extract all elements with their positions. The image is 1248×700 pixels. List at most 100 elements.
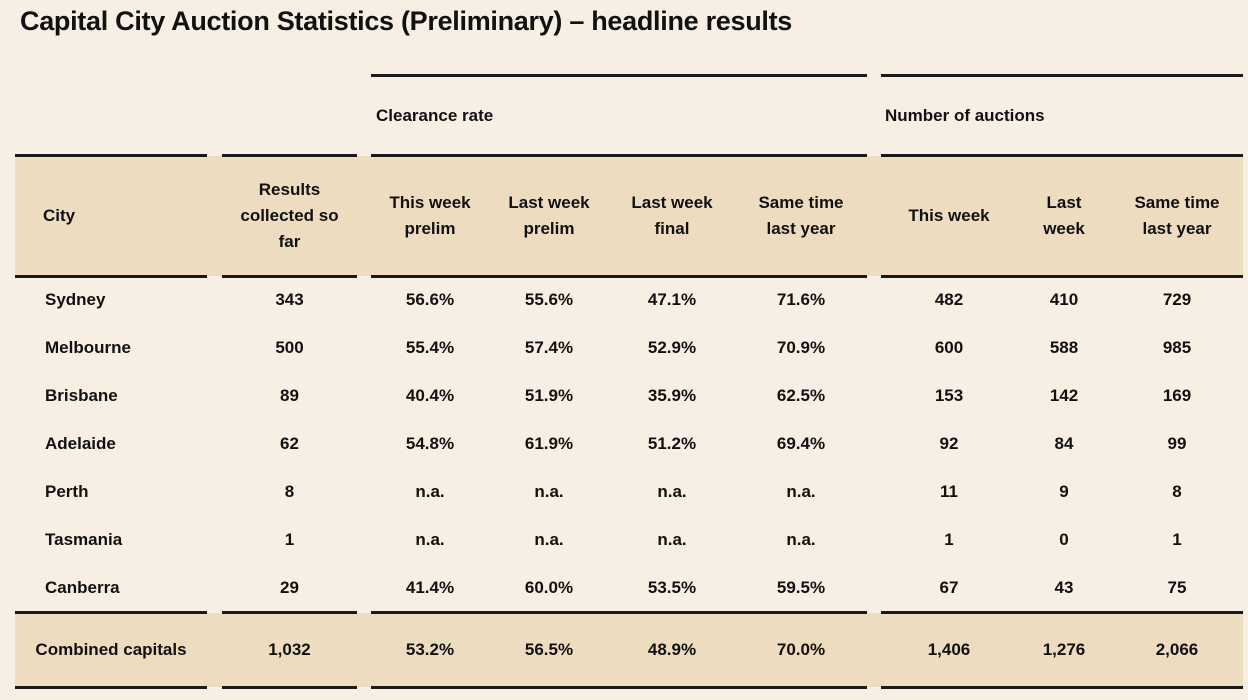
table-cell: 84: [1054, 434, 1074, 453]
table-rule: [15, 611, 207, 614]
column-header-line: prelim: [523, 219, 575, 238]
table-cell: 41.4%: [405, 578, 455, 597]
table-cell: n.a.: [534, 530, 564, 549]
table-cell: 43: [1054, 578, 1074, 597]
column-header: This week: [881, 156, 1017, 276]
table-cell: 9: [1059, 482, 1069, 501]
table-cell: 1: [1172, 530, 1182, 549]
column-header: City: [15, 156, 207, 276]
table-header-band: [15, 156, 1243, 276]
table-cell: 0: [1059, 530, 1069, 549]
clearance-rate-group-rule: [371, 74, 867, 77]
table-cell: 40.4%: [405, 386, 455, 405]
table-cell: 343: [275, 290, 304, 309]
table-cell: n.a.: [415, 530, 445, 549]
table-cell: 11: [940, 482, 958, 501]
table-cell: 1: [944, 530, 954, 549]
city-name: Tasmania: [45, 530, 123, 549]
table-cell: 54.8%: [405, 434, 455, 453]
table-rule: [15, 154, 207, 157]
table-rule: [371, 275, 867, 278]
table-cell: 142: [1049, 386, 1079, 405]
table-rule: [222, 686, 357, 689]
table-cell: 153: [934, 386, 964, 405]
table-cell: 8: [284, 482, 295, 501]
table-cell: 71.6%: [776, 290, 826, 309]
table-cell: 1: [284, 530, 295, 549]
table-cell: 70.9%: [776, 338, 826, 357]
table-cell: 55.4%: [405, 338, 455, 357]
column-header-line: last year: [766, 219, 836, 238]
table-cell: 51.9%: [524, 386, 574, 405]
table-row: Brisbane 89 40.4% 51.9% 35.9% 62.5% 153 142 169: [0, 372, 1248, 420]
city-name: Brisbane: [45, 386, 118, 405]
table-cell: 89: [280, 386, 299, 405]
table-cell: 52.9%: [647, 338, 697, 357]
table-rule: [881, 154, 1243, 157]
column-header-line: Same time: [1134, 193, 1220, 212]
column-header-line: This week: [389, 193, 471, 212]
table-cell: n.a.: [534, 482, 564, 501]
city-name: Adelaide: [45, 434, 116, 453]
table-cell: 410: [1049, 290, 1079, 309]
table-cell: n.a.: [786, 530, 816, 549]
table-cell: 51.2%: [647, 434, 697, 453]
table-cell: n.a.: [657, 482, 687, 501]
table-cell: 500: [275, 338, 304, 357]
table-cell: 60.0%: [524, 578, 574, 597]
table-rule: [15, 686, 207, 689]
table-cell: 47.1%: [647, 290, 697, 309]
column-header-line: far: [278, 232, 301, 251]
table-cell: 29: [280, 578, 299, 597]
column-header-line: last year: [1142, 219, 1212, 238]
table-rule: [222, 275, 357, 278]
table-rule: [881, 611, 1243, 614]
column-header-line: Last week: [631, 193, 713, 212]
city-name: Melbourne: [45, 338, 131, 357]
table-row: Tasmania 1 n.a. n.a. n.a. n.a. 1 0 1: [0, 516, 1248, 564]
number-of-auctions-group-rule: [881, 74, 1243, 77]
table-cell: 59.5%: [776, 578, 826, 597]
table-row: Canberra 29 41.4% 60.0% 53.5% 59.5% 67 43 75: [0, 564, 1248, 612]
table-rule: [371, 611, 867, 614]
column-header-line: final: [654, 219, 690, 238]
table-row: Perth 8 n.a. n.a. n.a. n.a. 11 9 8: [0, 468, 1248, 516]
table-cell: 56.6%: [405, 290, 455, 309]
column-header-line: Last week: [508, 193, 590, 212]
footer-cell: 1,276: [1042, 640, 1086, 659]
table-row: Melbourne 500 55.4% 57.4% 52.9% 70.9% 600 588 98…: [0, 324, 1248, 372]
column-header: Results collected so far: [222, 156, 357, 276]
table-cell: 53.5%: [647, 578, 697, 597]
table-cell: 55.6%: [524, 290, 574, 309]
column-header: Last week: [1017, 156, 1111, 276]
city-name: Canberra: [45, 578, 120, 597]
table-cell: 169: [1162, 386, 1192, 405]
column-header: Same time last year: [735, 156, 867, 276]
column-header-line: prelim: [404, 219, 456, 238]
footer-cell: 70.0%: [776, 640, 826, 659]
table-cell: 99: [1167, 434, 1187, 453]
column-header-line: City: [43, 206, 76, 225]
table-cell: 61.9%: [524, 434, 574, 453]
table-rule: [881, 275, 1243, 278]
footer-cell: 53.2%: [405, 640, 455, 659]
table-cell: 35.9%: [647, 386, 697, 405]
number-of-auctions-group-label: Number of auctions: [885, 106, 1045, 125]
city-name: Perth: [45, 482, 89, 501]
table-footer-band: [15, 613, 1243, 687]
table-cell: 588: [1049, 338, 1079, 357]
footer-cell: 56.5%: [524, 640, 574, 659]
column-header-line: collected so: [240, 206, 339, 225]
column-header-line: week: [1043, 219, 1085, 238]
table-cell: 62.5%: [776, 386, 826, 405]
column-header: This week prelim: [371, 156, 489, 276]
table-cell: 729: [1162, 290, 1192, 309]
table-cell: 985: [1162, 338, 1192, 357]
table-rule: [15, 275, 207, 278]
column-header-line: This week: [908, 206, 990, 225]
table-cell: 92: [939, 434, 959, 453]
clearance-rate-group-label: Clearance rate: [376, 106, 494, 125]
footer-cell: 48.9%: [647, 640, 697, 659]
table-rule: [222, 611, 357, 614]
combined-capitals-label: Combined capitals: [35, 640, 187, 659]
